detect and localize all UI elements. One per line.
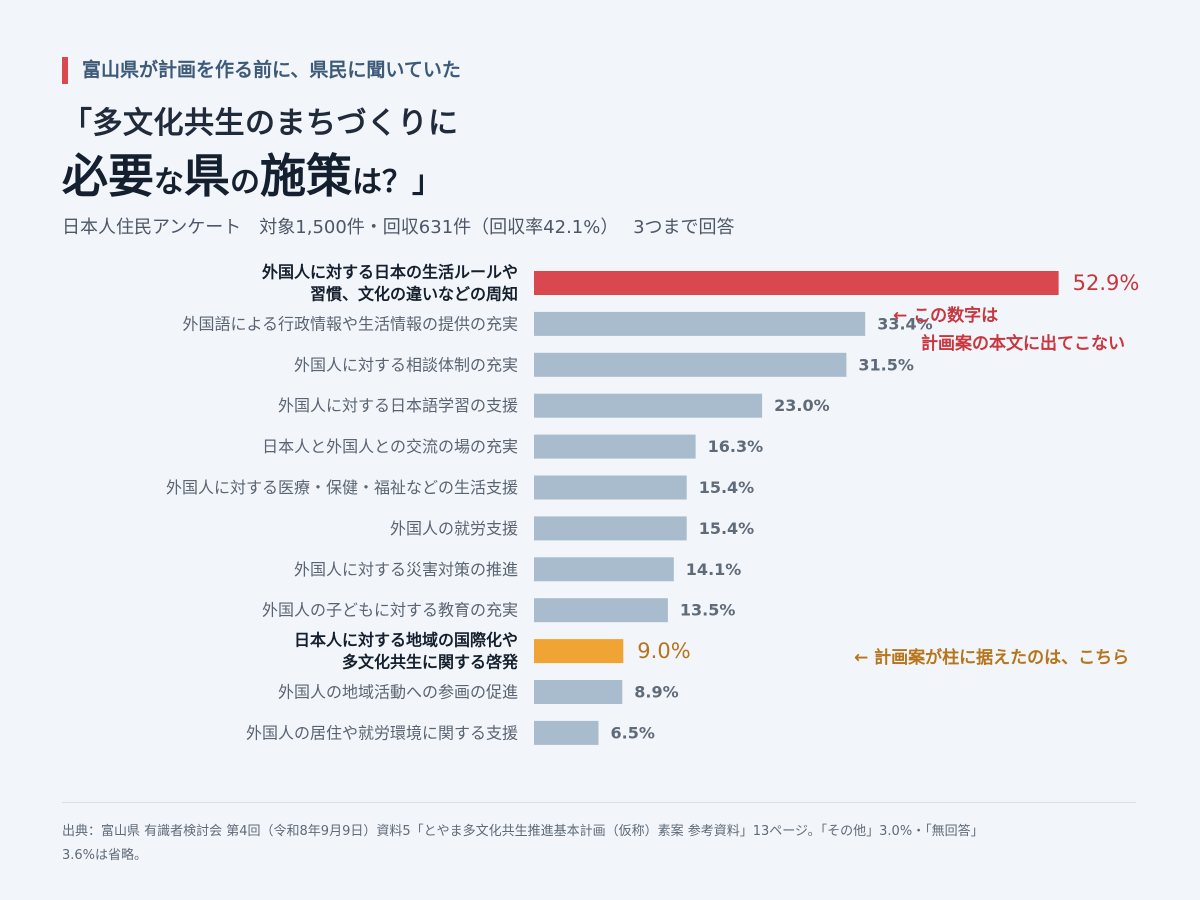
bar bbox=[534, 516, 687, 541]
value-label: 52.9% bbox=[1073, 271, 1140, 295]
title-part: は？」 bbox=[352, 165, 442, 200]
value-label: 33.4% bbox=[877, 314, 933, 333]
category-label: 外国人に対する日本の生活ルールや bbox=[261, 263, 518, 282]
category-label: 外国語による行政情報や生活情報の提供の充実 bbox=[182, 314, 518, 333]
bar bbox=[534, 434, 696, 459]
bar bbox=[534, 311, 866, 336]
value-label: 15.4% bbox=[699, 519, 755, 538]
category-label: 外国人に対する日本語学習の支援 bbox=[278, 396, 518, 415]
category-label: 外国人に対する相談体制の充実 bbox=[294, 355, 518, 374]
value-label: 31.5% bbox=[858, 355, 914, 374]
source-note: 出典：富山県 有識者検討会 第4回（令和8年9月9日）資料5「とやま多文化共生推… bbox=[62, 820, 1136, 868]
title-part: 県 bbox=[184, 149, 230, 203]
category-label: 習慣、文化の違いなどの周知 bbox=[310, 285, 518, 304]
annotation-text: ← この数字は bbox=[893, 305, 998, 326]
value-label: 9.0% bbox=[637, 639, 690, 663]
title-part: な bbox=[154, 165, 184, 200]
category-label: 外国人の子どもに対する教育の充実 bbox=[262, 601, 518, 620]
bar bbox=[534, 393, 763, 418]
title-part: 必要 bbox=[62, 149, 154, 203]
value-label: 8.9% bbox=[634, 683, 678, 702]
bar bbox=[534, 639, 624, 664]
title-part: の bbox=[230, 165, 260, 200]
category-label: 日本人と外国人との交流の場の充実 bbox=[262, 437, 518, 456]
annotation-text: 計画案の本文に出てこない bbox=[921, 333, 1125, 354]
category-label: 外国人の地域活動への参画の促進 bbox=[278, 683, 518, 702]
bar bbox=[534, 352, 847, 377]
category-label: 多文化共生に関する啓発 bbox=[342, 653, 519, 672]
footer-divider bbox=[62, 802, 1136, 803]
value-label: 14.1% bbox=[686, 560, 742, 579]
value-label: 6.5% bbox=[611, 723, 655, 742]
category-label: 日本人に対する地域の国際化や bbox=[294, 631, 518, 650]
bar bbox=[534, 720, 599, 745]
annotation-text: ← 計画案が柱に据えたのは、こちら bbox=[854, 647, 1129, 668]
source-line-1: 出典：富山県 有識者検討会 第4回（令和8年9月9日）資料5「とやま多文化共生推… bbox=[62, 824, 984, 839]
bar bbox=[534, 271, 1059, 295]
bar bbox=[534, 680, 623, 704]
bar bbox=[534, 475, 687, 500]
category-label: 外国人の居住や就労環境に関する支援 bbox=[246, 723, 518, 742]
source-line-2: 3.6%は省略。 bbox=[62, 848, 148, 863]
category-label: 外国人の就労支援 bbox=[390, 519, 518, 538]
category-label: 外国人に対する医療・保健・福祉などの生活支援 bbox=[166, 478, 518, 497]
value-label: 23.0% bbox=[774, 396, 830, 415]
accent-bar bbox=[62, 57, 68, 84]
kicker-heading: 富山県が計画を作る前に、県民に聞いていた bbox=[82, 59, 461, 81]
bar bbox=[534, 557, 674, 582]
title-line-2: 必要な県の施策は？」 bbox=[62, 140, 442, 206]
value-label: 13.5% bbox=[680, 601, 736, 620]
subtitle: 日本人住民アンケート 対象1,500件・回収631件（回収率42.1%） 3つま… bbox=[62, 217, 735, 238]
value-label: 16.3% bbox=[708, 437, 764, 456]
title-part: 施策 bbox=[260, 149, 352, 203]
bar bbox=[534, 598, 668, 623]
category-label: 外国人に対する災害対策の推進 bbox=[294, 560, 518, 579]
title-line-1: 「多文化共生のまちづくりに bbox=[62, 106, 459, 141]
value-label: 15.4% bbox=[699, 478, 755, 497]
